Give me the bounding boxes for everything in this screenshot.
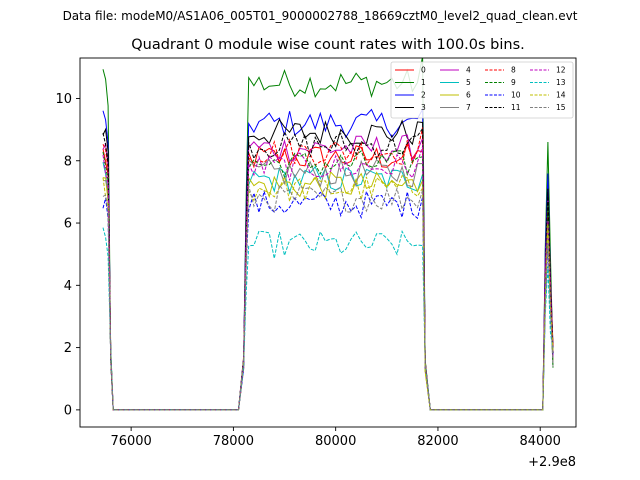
legend-label-10: 10 <box>511 91 521 100</box>
legend-label-3: 3 <box>421 103 426 112</box>
legend-label-11: 11 <box>511 103 521 112</box>
series-line-8 <box>102 127 554 411</box>
series-layer <box>102 58 554 411</box>
series-line-13 <box>102 227 554 411</box>
legend-label-13: 13 <box>556 78 566 87</box>
x-tick-label: 76000 <box>110 434 151 449</box>
legend-label-1: 1 <box>421 78 426 87</box>
series-line-2 <box>102 107 554 411</box>
x-offset-label: +2.9e8 <box>528 455 576 470</box>
y-tick-label: 4 <box>64 279 72 294</box>
legend-label-12: 12 <box>556 66 566 75</box>
series-line-14 <box>102 175 554 411</box>
chart-title: Quadrant 0 module wise count rates with … <box>131 37 525 53</box>
x-axis: 76000 78000 80000 82000 84000 <box>110 427 561 449</box>
plot-frame <box>79 57 577 428</box>
x-tick-label: 84000 <box>520 434 561 449</box>
series-line-3 <box>102 118 554 411</box>
legend-label-7: 7 <box>466 103 471 112</box>
legend-label-5: 5 <box>466 78 471 87</box>
x-tick-label: 78000 <box>213 434 254 449</box>
legend-label-0: 0 <box>421 66 426 75</box>
legend-label-2: 2 <box>421 91 426 100</box>
y-tick-label: 2 <box>64 341 72 356</box>
suptitle: Data file: modeM0/AS1A06_005T01_90000027… <box>63 9 578 23</box>
legend-label-15: 15 <box>556 103 566 112</box>
legend-label-4: 4 <box>466 66 471 75</box>
legend-label-8: 8 <box>511 66 516 75</box>
y-tick-label: 0 <box>64 403 72 418</box>
series-line-15 <box>102 183 554 411</box>
series-line-7 <box>103 157 554 411</box>
x-tick-label: 82000 <box>417 434 458 449</box>
x-tick-label: 80000 <box>315 434 356 449</box>
y-tick-label: 8 <box>64 154 72 169</box>
legend-label-9: 9 <box>511 78 516 87</box>
y-tick-label: 6 <box>64 217 72 232</box>
series-line-6 <box>102 170 554 411</box>
legend-label-6: 6 <box>466 91 471 100</box>
series-line-11 <box>102 127 554 411</box>
series-line-5 <box>102 162 554 411</box>
y-tick-label: 10 <box>55 92 72 107</box>
legend-label-14: 14 <box>556 91 566 100</box>
y-axis: 0 2 4 6 8 10 <box>55 92 80 418</box>
legend-box <box>390 61 574 119</box>
series-line-10 <box>102 189 554 411</box>
series-line-12 <box>102 146 554 411</box>
